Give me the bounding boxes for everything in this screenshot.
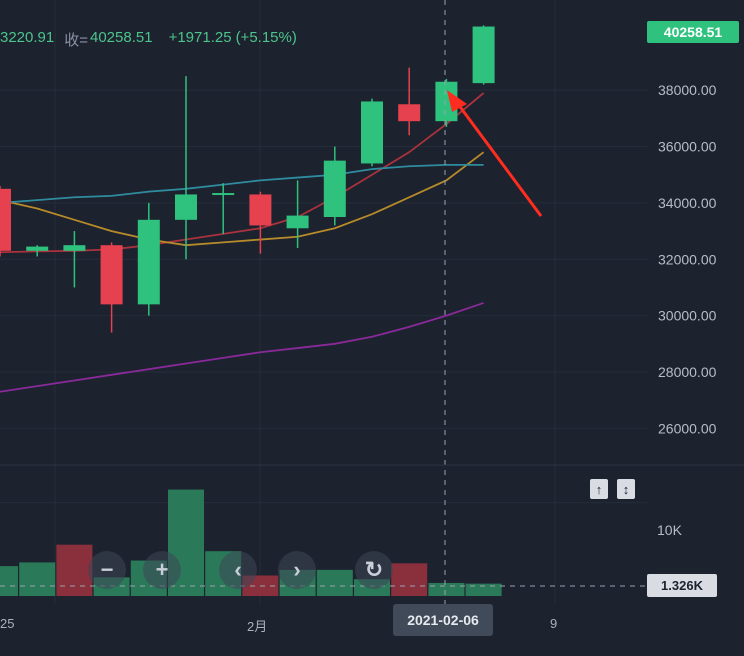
candle-body (472, 26, 495, 84)
candle-body (26, 246, 49, 251)
y-tick-label: 36000.00 (658, 139, 717, 155)
ohlc-open-partial: 3220.91 (0, 29, 55, 46)
crosshair-date-tag: 2021-02-06 (393, 604, 493, 636)
candle-body (323, 160, 346, 217)
candle-body (175, 194, 197, 220)
volume-axis-label: 10K (657, 522, 682, 538)
last-price-tag: 40258.51 (647, 21, 739, 43)
grid (0, 0, 647, 604)
candle-body (0, 188, 11, 251)
volume-bar (56, 544, 93, 596)
scale-fit-button[interactable]: ↕ (617, 479, 635, 499)
moving-average-line (0, 163, 484, 204)
x-tick-0: 25 (0, 616, 15, 631)
candle-body (137, 219, 160, 305)
volume-bar (316, 569, 353, 596)
volume-bar (428, 582, 465, 596)
close-label: 收= (64, 32, 88, 49)
close-value: 40258.51 (90, 29, 153, 46)
volume-bar (391, 563, 428, 596)
change-value: +1971.25 (168, 29, 232, 46)
candlesticks (0, 25, 495, 333)
x-tick-1: 2月 (247, 619, 268, 634)
moving-average-line (0, 151, 485, 247)
zoom-out-button[interactable]: − (88, 551, 126, 589)
scroll-left-button[interactable]: ‹ (219, 551, 257, 589)
candle-body (100, 245, 123, 305)
reset-view-button[interactable]: ↻ (355, 551, 393, 589)
candle-body (249, 194, 272, 226)
moving-average-line (0, 302, 484, 393)
volume-bar (465, 583, 502, 596)
moving-average-lines (0, 92, 485, 393)
zoom-in-button[interactable]: + (143, 551, 181, 589)
x-tick-2: 9 (550, 616, 558, 631)
y-tick-label: 26000.00 (658, 420, 717, 436)
ohlc-readout: 3220.91 收= 40258.51 +1971.25 (+5.15%) (0, 29, 297, 51)
volume-bar (0, 566, 18, 596)
volume-crosshair-tag: 1.326K (647, 574, 717, 597)
candle-body (212, 193, 235, 196)
candle-body (361, 101, 383, 164)
volume-bar (19, 562, 56, 596)
y-tick-label: 38000.00 (658, 82, 717, 98)
y-tick-label: 32000.00 (658, 251, 717, 267)
red-arrow-annotation (447, 90, 543, 217)
y-tick-label: 34000.00 (658, 195, 717, 211)
scroll-right-button[interactable]: › (278, 551, 316, 589)
change-percent: (+5.15%) (235, 29, 297, 46)
scale-up-button[interactable]: ↑ (590, 479, 608, 499)
y-tick-label: 30000.00 (658, 308, 717, 324)
candle-body (63, 245, 86, 251)
y-axis-labels: 26000.00 28000.00 30000.00 32000.00 34000.00… (658, 82, 717, 436)
y-tick-label: 28000.00 (658, 364, 717, 380)
candle-body (398, 104, 421, 122)
candle-body (286, 215, 309, 229)
